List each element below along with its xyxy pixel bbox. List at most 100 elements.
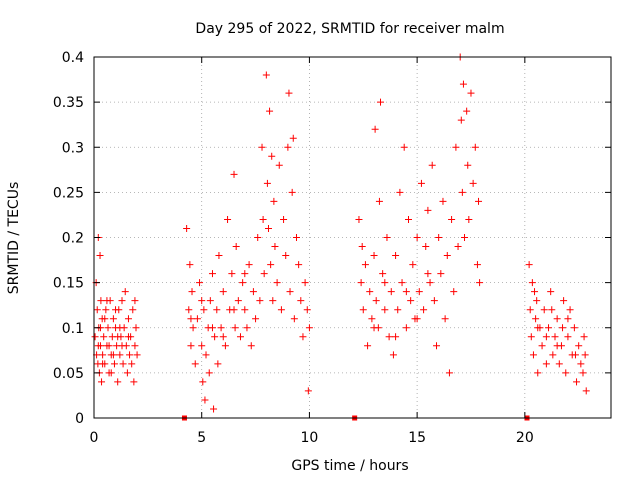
data-point	[232, 243, 240, 251]
data-point	[191, 360, 199, 368]
data-point	[280, 215, 288, 223]
data-point	[527, 333, 535, 341]
data-point	[394, 306, 402, 314]
data-point	[254, 234, 262, 241]
data-point	[93, 306, 101, 314]
data-point	[295, 261, 303, 269]
data-point	[273, 279, 281, 287]
data-point	[114, 333, 122, 341]
data-point	[445, 369, 453, 377]
data-point	[269, 297, 277, 305]
data-point	[119, 360, 127, 368]
data-point	[450, 288, 458, 296]
data-point	[99, 360, 107, 368]
data-point	[102, 306, 110, 314]
data-point	[407, 297, 415, 305]
data-point	[252, 315, 260, 323]
data-point	[208, 270, 216, 278]
data-point	[219, 288, 227, 296]
plot-frame	[93, 56, 612, 419]
data-point	[547, 288, 555, 296]
data-point	[289, 134, 297, 142]
data-point	[357, 279, 365, 287]
data-point	[118, 342, 126, 350]
data-point	[109, 351, 117, 359]
data-points	[91, 53, 590, 413]
data-point	[99, 351, 107, 359]
data-point	[112, 306, 120, 314]
data-point	[392, 252, 400, 260]
data-point	[465, 215, 473, 223]
data-point	[553, 342, 561, 350]
data-point	[559, 324, 567, 332]
data-point	[286, 288, 294, 296]
data-point	[467, 89, 475, 97]
data-point	[575, 342, 583, 350]
data-point	[189, 324, 197, 332]
data-point	[230, 306, 238, 314]
data-point	[305, 324, 313, 332]
y-tick-label: 0.3	[62, 140, 84, 156]
data-point	[230, 170, 238, 178]
x-tick-label: 0	[90, 430, 99, 446]
data-point	[409, 261, 417, 269]
data-point	[531, 288, 539, 296]
data-point	[188, 288, 196, 296]
data-point	[581, 351, 589, 359]
y-tick-label: 0.35	[53, 95, 84, 111]
data-point	[426, 279, 434, 287]
data-point	[267, 261, 275, 269]
data-point	[553, 315, 561, 323]
data-point	[202, 351, 210, 359]
data-point	[266, 107, 274, 115]
data-point	[271, 243, 279, 251]
axis-ticks: 0 5 10 15 20 0 0.05 0.1 0.15 0.2 0.25 0.3 0.35 0.4	[53, 50, 611, 446]
data-point	[110, 360, 118, 368]
data-point	[97, 297, 105, 305]
data-point	[241, 270, 249, 278]
data-point	[549, 351, 557, 359]
data-point	[424, 270, 432, 278]
data-point	[528, 279, 536, 287]
data-point	[228, 270, 236, 278]
data-point	[124, 333, 132, 341]
data-point	[371, 125, 379, 133]
data-point	[196, 279, 204, 287]
data-point	[264, 224, 272, 232]
data-point	[375, 197, 383, 205]
data-point	[133, 351, 141, 359]
data-point	[430, 297, 438, 305]
data-point	[288, 188, 296, 196]
data-point	[304, 387, 312, 395]
y-tick-label: 0.4	[62, 50, 84, 66]
data-point	[548, 306, 556, 314]
data-point	[392, 333, 400, 341]
data-point	[285, 89, 293, 97]
data-point	[580, 333, 588, 341]
data-point	[458, 188, 466, 196]
data-point	[268, 152, 276, 160]
data-point	[457, 116, 465, 124]
data-point	[368, 315, 376, 323]
data-point	[469, 179, 477, 187]
data-point	[185, 306, 193, 314]
data-point	[282, 252, 290, 260]
data-point	[129, 306, 137, 314]
y-tick-label: 0	[75, 411, 84, 427]
data-point	[303, 306, 311, 314]
data-point	[262, 71, 270, 79]
data-point	[215, 252, 223, 260]
data-point	[128, 360, 136, 368]
data-point	[96, 252, 104, 260]
data-point	[101, 315, 109, 323]
data-point	[383, 234, 391, 241]
data-point	[370, 252, 378, 260]
data-point	[234, 297, 242, 305]
data-point	[454, 243, 462, 251]
data-point	[428, 161, 436, 169]
data-point	[422, 243, 430, 251]
data-point	[437, 270, 445, 278]
data-point	[471, 143, 479, 151]
data-point	[116, 351, 124, 359]
data-point	[193, 315, 201, 323]
